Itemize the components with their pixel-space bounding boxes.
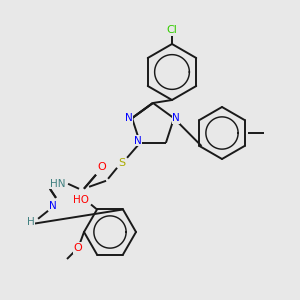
Text: HN: HN [50, 179, 66, 189]
Text: N: N [172, 113, 180, 123]
Text: N: N [49, 201, 57, 211]
Text: N: N [125, 113, 133, 123]
Text: H: H [27, 217, 35, 227]
Text: HO: HO [73, 196, 89, 206]
Text: O: O [98, 162, 106, 172]
Text: O: O [74, 243, 82, 253]
Text: S: S [118, 158, 126, 168]
Text: N: N [134, 136, 142, 146]
Text: Cl: Cl [167, 25, 177, 35]
